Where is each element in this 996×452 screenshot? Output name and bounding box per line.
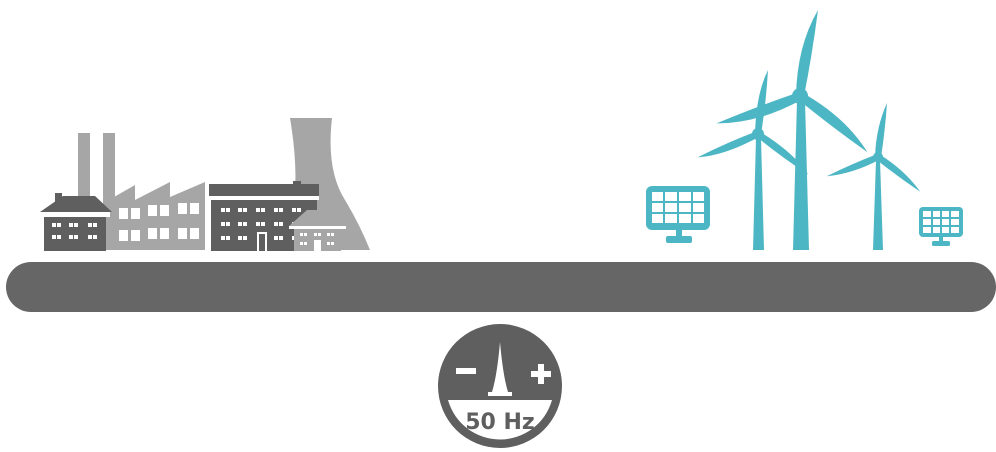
small-house-icon (289, 210, 346, 251)
solar-panel-icon (646, 186, 710, 243)
grid-balance-bar (6, 262, 996, 312)
wind-turbine-icon (826, 103, 921, 250)
frequency-label: 50 Hz (465, 410, 535, 435)
minus-icon (456, 368, 476, 374)
house-icon (40, 193, 112, 251)
solar-panel-icon (919, 207, 963, 246)
frequency-gauge: 50 Hz (438, 324, 562, 448)
wind-turbine-icon (716, 10, 868, 250)
gauge-needle (492, 342, 508, 392)
factory-icon (78, 133, 205, 250)
plus-icon (531, 364, 551, 384)
